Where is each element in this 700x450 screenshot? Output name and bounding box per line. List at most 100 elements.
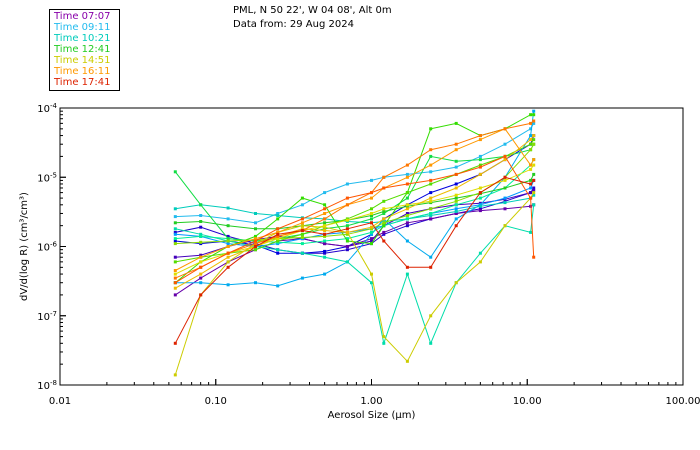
data-point [405,217,409,221]
data-point [173,272,177,276]
data-point [382,221,386,225]
data-point [454,165,458,169]
data-point [323,212,327,215]
data-point [345,182,349,186]
data-point [429,207,433,211]
data-point [382,239,386,243]
data-point [199,293,203,297]
data-point [370,217,373,221]
date-header: Data from: 29 Aug 2024 [233,19,354,30]
data-point [226,234,230,238]
data-point [429,199,433,203]
data-point [345,248,349,252]
data-point [454,172,458,176]
data-point [173,269,177,272]
data-point [254,227,257,231]
data-point [454,182,458,186]
data-point [370,227,373,231]
data-point [226,224,230,228]
data-point [454,207,458,211]
data-point [478,251,482,255]
data-point [454,121,458,125]
y-tick-label: 10-4 [37,102,57,115]
data-point [478,158,482,162]
data-point [478,196,482,200]
data-point [382,212,386,215]
data-point [300,203,304,207]
series-line [175,128,535,271]
y-axis-label: dV/d(log R) (cm³/cm³) [19,192,30,301]
data-point [199,255,203,259]
data-point [276,212,280,215]
data-point [454,186,458,190]
data-point [532,121,536,125]
data-point [300,232,304,236]
data-point [370,196,373,200]
data-point [199,240,203,244]
data-point [345,237,349,241]
data-point [503,175,507,179]
data-point [532,255,536,259]
data-point [323,272,327,276]
data-point [529,178,533,182]
data-point [254,239,257,243]
data-point [529,167,533,171]
data-point [529,230,533,234]
data-point [370,178,373,182]
data-point [454,142,458,146]
data-point [454,159,458,163]
legend-entry: Time 17:41 [54,77,111,88]
data-point [503,196,507,200]
data-point [503,127,507,131]
data-point [199,203,203,207]
data-point [532,119,536,123]
data-point [405,207,409,211]
data-point [345,203,349,207]
data-point [529,148,533,152]
x-tick-label: 10.00 [513,396,542,407]
data-point [405,212,409,215]
data-point [478,163,482,167]
data-point [405,172,409,176]
data-point [529,113,533,117]
data-point [454,281,458,285]
legend-entry: Time 10:21 [54,33,111,44]
data-point [454,196,458,200]
data-point [226,255,230,259]
data-point [370,207,373,211]
data-point [226,251,230,255]
data-point [405,163,409,167]
data-point [226,237,230,241]
data-point [478,207,482,211]
data-point [529,186,533,190]
y-tick-label: 10-5 [37,171,57,184]
data-point [300,221,304,225]
data-point [323,234,327,238]
data-point [529,121,533,125]
data-point [532,188,536,192]
data-point [429,191,433,195]
data-point [173,221,177,225]
data-point [323,203,327,207]
data-point [173,239,177,243]
data-point [199,253,203,257]
data-point [276,284,280,288]
data-point [345,230,349,234]
data-point [276,232,280,236]
data-point [300,224,304,228]
data-point [173,260,177,264]
data-point [429,212,433,215]
data-point [382,232,386,236]
data-point [532,178,536,182]
data-point [254,248,257,252]
data-point [405,272,409,276]
legend-entry: Time 12:41 [54,44,111,55]
data-point [254,221,257,225]
data-point [323,251,327,255]
data-point [199,276,203,280]
data-point [370,272,373,276]
data-point [529,127,533,131]
data-point [405,224,409,228]
data-point [345,196,349,200]
